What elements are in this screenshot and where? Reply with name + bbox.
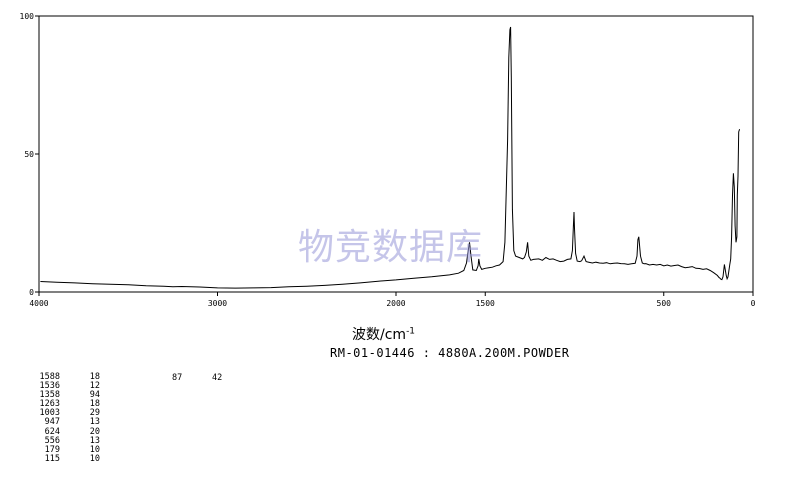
spectrum-chart: 0 50 100 4000 3000 2000 1500 500 0 — [20, 12, 756, 308]
x-tick-label: 3000 — [208, 299, 227, 308]
peak-row: 1588 18 — [30, 372, 100, 382]
peak-row: 1536 12 — [30, 381, 100, 392]
peak-wavenumber: 947 — [44, 417, 60, 428]
y-tick-label: 0 — [29, 288, 34, 297]
x-axis: 4000 3000 2000 1500 500 0 — [29, 292, 756, 308]
peak-intensity: 20 — [89, 426, 100, 437]
x-tick-label: 500 — [657, 299, 672, 308]
peak-wavenumber: 624 — [44, 426, 60, 437]
x-tick-label: 1500 — [476, 299, 495, 308]
peak-intensity: 18 — [89, 399, 100, 410]
x-axis-label-exponent: -1 — [406, 326, 416, 337]
peak-intensity: 29 — [89, 408, 100, 419]
peak-wavenumber: 1263 — [39, 399, 60, 410]
peak-row: 556 13 — [30, 435, 100, 446]
extra-value-2: 42 — [212, 373, 223, 383]
peak-table: 1588 18 1536 12 1358 94 1263 18 1003 29 947 13 624 20… — [30, 372, 100, 464]
x-tick-label: 2000 — [386, 299, 405, 308]
y-tick-label: 100 — [20, 12, 35, 21]
x-tick-label: 0 — [751, 299, 756, 308]
peak-row: 624 20 — [30, 426, 100, 437]
extra-value-1: 87 — [172, 373, 183, 383]
x-axis-label: 波数/cm-1 — [352, 324, 415, 344]
y-axis: 0 50 100 — [20, 12, 39, 297]
x-tick-label: 4000 — [29, 299, 48, 308]
peak-intensity: 12 — [89, 381, 100, 392]
sample-caption: RM-01-01446 : 4880A.200M.POWDER — [330, 346, 570, 360]
peak-wavenumber: 115 — [44, 453, 60, 464]
peak-intensity: 94 — [89, 390, 100, 401]
peak-wavenumber: 556 — [44, 435, 60, 446]
peak-wavenumber: 1003 — [39, 408, 60, 419]
y-tick-label: 50 — [24, 150, 34, 159]
peak-row: 1358 94 — [30, 391, 100, 400]
peak-intensity: 18 — [89, 372, 100, 382]
peak-row: 179 10 — [30, 444, 100, 455]
peak-row: 1003 29 — [30, 409, 100, 418]
peak-row: 947 13 — [30, 418, 100, 427]
peak-intensity: 10 — [89, 444, 100, 455]
peak-intensity: 13 — [89, 435, 100, 446]
peak-wavenumber: 1588 — [39, 372, 60, 382]
peak-wavenumber: 179 — [44, 444, 60, 455]
spectrum-line — [40, 26, 741, 289]
watermark: 物竞数据库 — [298, 227, 484, 268]
peak-intensity: 10 — [89, 453, 100, 464]
peak-row: 1263 18 — [30, 400, 100, 409]
x-axis-label-text: 波数/cm — [352, 327, 407, 343]
peak-wavenumber: 1358 — [39, 390, 60, 401]
peak-intensity: 13 — [89, 417, 100, 428]
peak-row: 115 10 — [30, 453, 100, 464]
peak-wavenumber: 1536 — [39, 381, 60, 392]
